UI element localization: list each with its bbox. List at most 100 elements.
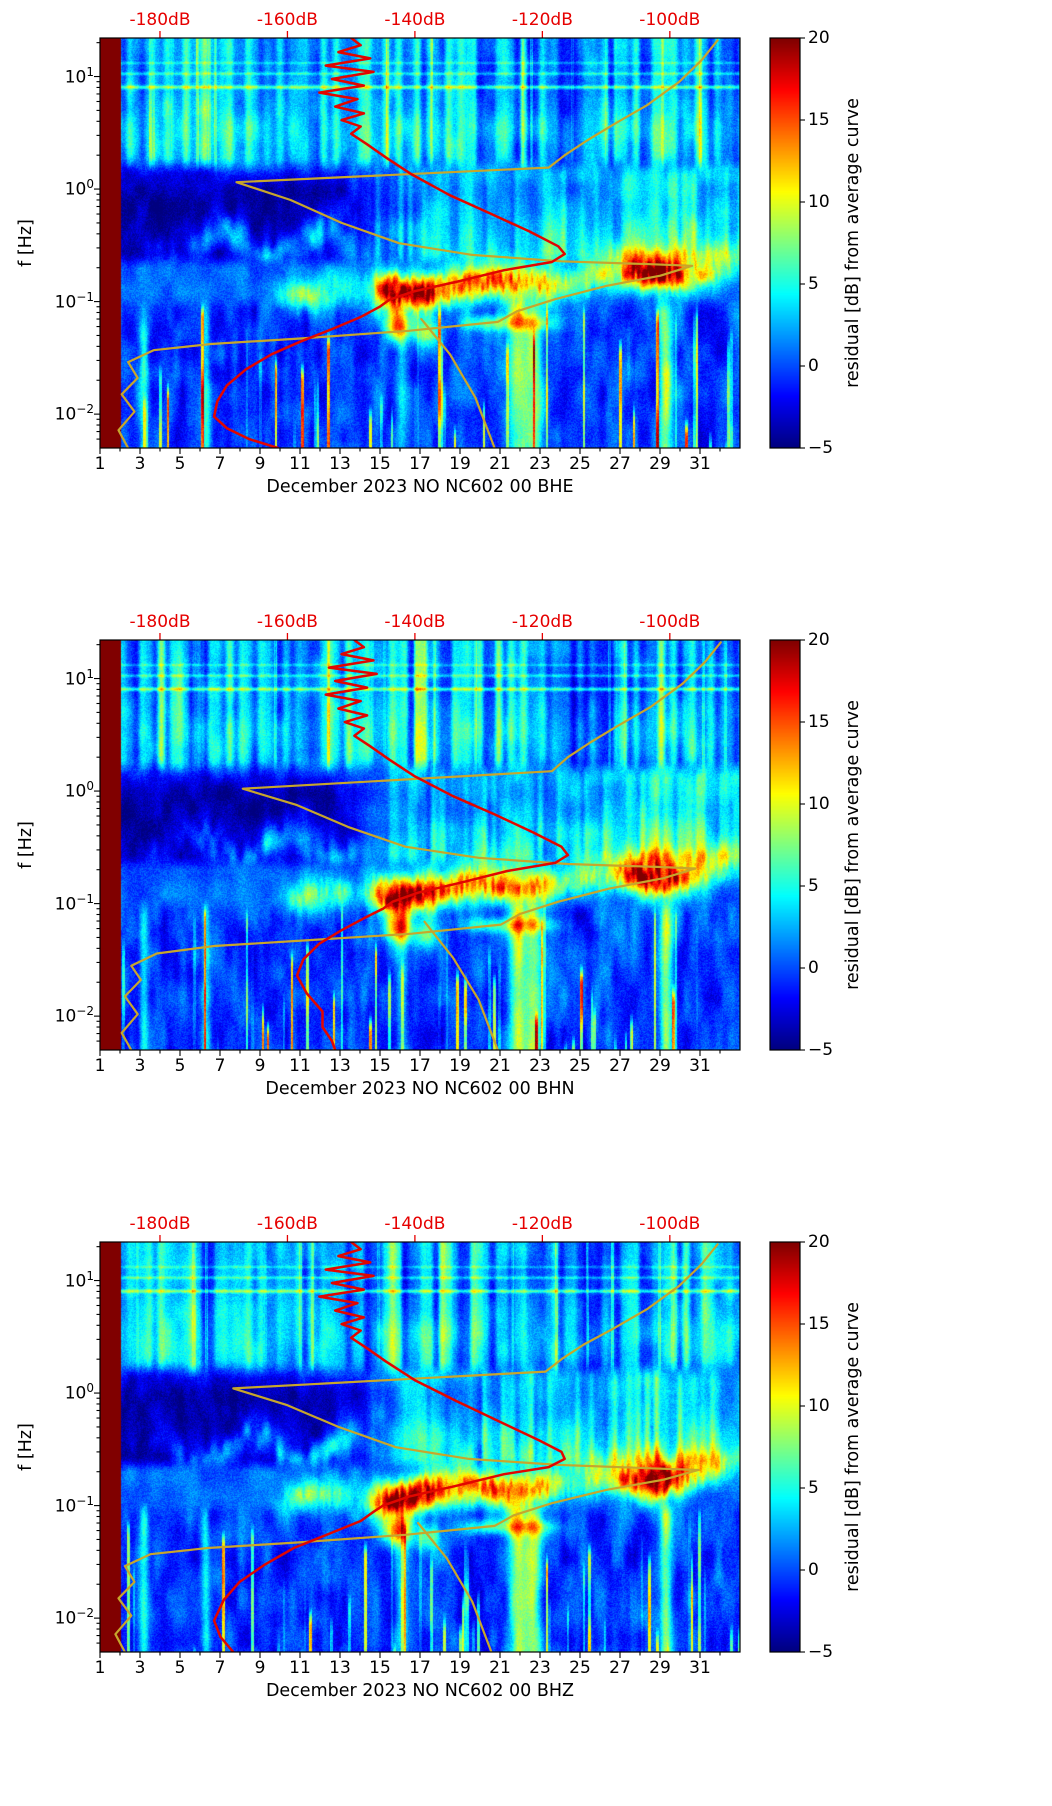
top-db-tick-label: -180dB [129, 10, 191, 30]
y-tick-base: 10 [64, 1271, 87, 1292]
y-tick-base: 10 [64, 781, 87, 802]
top-db-tick-label: -160dB [256, 1214, 318, 1234]
x-tick-label: 21 [489, 1056, 511, 1076]
y-axis-label: f [Hz] [16, 219, 36, 267]
x-tick-label: 13 [329, 454, 351, 474]
y-tick-exponent: −1 [76, 1493, 94, 1508]
x-tick-label: 25 [569, 454, 591, 474]
top-db-tick-label: -180dB [129, 1214, 191, 1234]
x-tick-label: 9 [254, 1658, 266, 1678]
y-tick-exponent: 1 [86, 666, 94, 681]
colorbar-tick-label: 15 [808, 712, 830, 732]
x-tick-label: 5 [174, 454, 186, 474]
top-db-tick-label: -180dB [129, 612, 191, 632]
x-tick-label: 7 [214, 1658, 226, 1678]
colorbar-tick-label: 15 [808, 110, 830, 130]
top-db-tick-label: -160dB [256, 10, 318, 30]
y-tick-label: 10−2 [34, 402, 94, 425]
colorbar [770, 38, 800, 448]
x-tick-label: 11 [289, 454, 311, 474]
y-tick-exponent: −1 [76, 289, 94, 304]
x-tick-label: 25 [569, 1056, 591, 1076]
x-tick-label: 19 [449, 1658, 471, 1678]
y-tick-label: 10−2 [34, 1004, 94, 1027]
x-tick-label: 3 [134, 1658, 146, 1678]
x-tick-label: 23 [529, 1658, 551, 1678]
x-tick-label: 11 [289, 1658, 311, 1678]
y-axis-label: f [Hz] [16, 821, 36, 869]
colorbar-label: residual [dB] from average curve [843, 700, 863, 990]
x-tick-label: 15 [369, 454, 391, 474]
y-tick-exponent: −2 [76, 1004, 94, 1019]
y-tick-base: 10 [64, 1383, 87, 1404]
x-tick-label: 9 [254, 454, 266, 474]
y-tick-exponent: −1 [76, 891, 94, 906]
x-tick-label: 5 [174, 1658, 186, 1678]
y-tick-exponent: −2 [76, 1606, 94, 1621]
colorbar-tick-label: −5 [808, 438, 834, 458]
y-tick-base: 10 [54, 1496, 77, 1517]
colorbar-tick-label: 20 [808, 28, 830, 48]
y-tick-label: 10−1 [34, 290, 94, 313]
colorbar-tick-label: 20 [808, 1232, 830, 1252]
top-db-tick-label: -140dB [384, 10, 446, 30]
spectrogram-panel-bhn: -180dB -160dB -140dB -120dB -100dB 101 100 10−… [0, 602, 1052, 1204]
colorbar-tick-label: 0 [808, 1560, 819, 1580]
x-tick-label: 17 [409, 1658, 431, 1678]
x-tick-label: 1 [94, 1658, 106, 1678]
top-db-tick-label: -160dB [256, 612, 318, 632]
top-db-tick-label: -120dB [511, 1214, 573, 1234]
x-tick-label: 31 [689, 454, 711, 474]
x-tick-label: 1 [94, 454, 106, 474]
y-tick-base: 10 [54, 894, 77, 915]
colorbar-tick-label: 10 [808, 1396, 830, 1416]
y-tick-exponent: 0 [86, 177, 94, 192]
x-tick-label: 17 [409, 454, 431, 474]
x-tick-label: 25 [569, 1658, 591, 1678]
y-tick-label: 101 [34, 65, 94, 88]
colorbar-label: residual [dB] from average curve [843, 98, 863, 388]
x-tick-label: 1 [94, 1056, 106, 1076]
colorbar-tick-label: 15 [808, 1314, 830, 1334]
y-axis-label: f [Hz] [16, 1423, 36, 1471]
spectrogram-panel-bhz: -180dB -160dB -140dB -120dB -100dB 101 100 10−… [0, 1204, 1052, 1806]
x-tick-label: 27 [609, 1658, 631, 1678]
colorbar-tick-label: 5 [808, 274, 819, 294]
y-tick-base: 10 [64, 67, 87, 88]
top-db-tick-label: -140dB [384, 1214, 446, 1234]
x-tick-label: 29 [649, 1056, 671, 1076]
x-tick-label: 7 [214, 1056, 226, 1076]
spectrogram-panel-bhe: -180dB -160dB -140dB -120dB -100dB 101 100 10−… [0, 0, 1052, 602]
top-db-tick-label: -100dB [639, 612, 701, 632]
spectrogram-heatmap [100, 1242, 740, 1652]
x-tick-label: 3 [134, 1056, 146, 1076]
y-tick-base: 10 [54, 1006, 77, 1027]
x-tick-label: 9 [254, 1056, 266, 1076]
x-axis-title: December 2023 NO NC602 00 BHE [266, 477, 574, 497]
top-db-tick-label: -100dB [639, 10, 701, 30]
y-tick-label: 10−2 [34, 1606, 94, 1629]
x-tick-label: 19 [449, 1056, 471, 1076]
x-tick-label: 7 [214, 454, 226, 474]
top-db-tick-label: -100dB [639, 1214, 701, 1234]
y-tick-exponent: −2 [76, 402, 94, 417]
x-tick-label: 11 [289, 1056, 311, 1076]
x-tick-label: 15 [369, 1658, 391, 1678]
x-tick-label: 13 [329, 1658, 351, 1678]
colorbar-tick-label: 5 [808, 1478, 819, 1498]
colorbar-tick-label: 20 [808, 630, 830, 650]
y-tick-label: 10−1 [34, 1494, 94, 1517]
x-tick-label: 27 [609, 454, 631, 474]
x-tick-label: 23 [529, 454, 551, 474]
y-tick-base: 10 [64, 179, 87, 200]
x-tick-label: 31 [689, 1056, 711, 1076]
x-tick-label: 29 [649, 1658, 671, 1678]
x-tick-label: 17 [409, 1056, 431, 1076]
y-tick-exponent: 0 [86, 779, 94, 794]
colorbar-tick-label: 10 [808, 192, 830, 212]
top-db-tick-label: -120dB [511, 612, 573, 632]
y-tick-label: 100 [34, 779, 94, 802]
colorbar [770, 1242, 800, 1652]
colorbar-tick-label: 10 [808, 794, 830, 814]
